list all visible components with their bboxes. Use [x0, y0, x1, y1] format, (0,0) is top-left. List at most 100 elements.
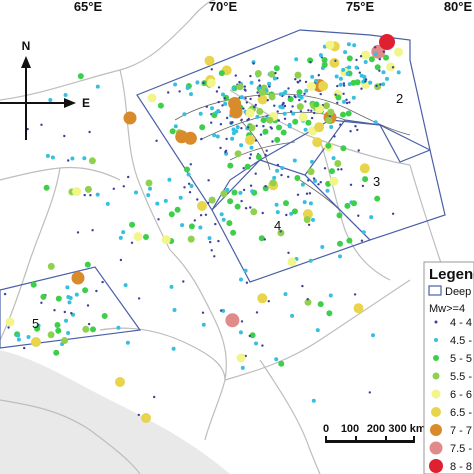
earthquake-point-96: [230, 136, 235, 141]
earthquake-point-425: [340, 168, 343, 171]
earthquake-point-569: [137, 413, 140, 417]
earthquake-point-314: [364, 80, 367, 83]
earthquake-point-480: [90, 326, 96, 333]
earthquake-point-406: [357, 149, 360, 152]
earthquake-point-546: [255, 311, 259, 314]
earthquake-point-486: [88, 157, 96, 165]
earthquake-point-214: [258, 88, 266, 96]
earthquake-point-398: [133, 232, 143, 242]
earthquake-point-297: [382, 50, 385, 53]
earthquake-point-493: [105, 201, 110, 206]
earthquake-point-322: [360, 87, 363, 90]
earthquake-point-196: [282, 102, 285, 105]
earthquake-point-320: [345, 98, 348, 102]
earthquake-point-508: [3, 292, 7, 296]
earthquake-point-553: [225, 313, 240, 328]
earthquake-point-90: [257, 94, 268, 105]
earthquake-point-466: [130, 241, 134, 244]
legend-class-label-2: 5 - 5: [450, 353, 472, 365]
earthquake-point-435: [329, 176, 339, 186]
earthquake-point-299: [334, 59, 337, 62]
earthquake-point-361: [168, 211, 175, 218]
earthquake-point-66: [178, 90, 181, 93]
earthquake-point-16: [157, 102, 164, 109]
earthquake-point-426: [337, 240, 343, 247]
earthquake-point-324: [304, 80, 308, 84]
earthquake-point-133: [225, 137, 228, 141]
earthquake-point-13: [256, 108, 264, 115]
earthquake-point-130: [258, 84, 262, 87]
earthquake-point-296: [361, 79, 366, 84]
earthquake-point-454: [239, 277, 243, 282]
earthquake-point-288: [350, 79, 357, 86]
earthquake-point-76: [210, 68, 213, 71]
earthquake-point-543: [315, 328, 320, 333]
earthquake-point-467: [127, 175, 130, 179]
earthquake-point-430: [300, 182, 305, 187]
earthquake-point-539: [70, 312, 73, 315]
earthquake-point-514: [47, 331, 55, 339]
earthquake-point-25: [354, 125, 357, 128]
earthquake-point-400: [317, 183, 320, 186]
earthquake-point-319: [362, 74, 367, 79]
earthquake-point-244: [234, 129, 239, 134]
earthquake-point-75: [304, 100, 307, 103]
earthquake-point-275: [314, 78, 319, 83]
earthquake-point-253: [242, 107, 245, 110]
earthquake-point-271: [294, 57, 299, 62]
earthquake-point-520: [86, 304, 90, 307]
earthquake-point-498: [199, 214, 203, 217]
earthquake-point-412: [374, 195, 381, 202]
earthquake-point-469: [91, 229, 94, 232]
earthquake-point-226: [294, 78, 297, 81]
legend-class-label-4: 6 - 6: [450, 389, 472, 401]
earthquake-point-50: [299, 110, 303, 113]
legend-symbol-4: [431, 389, 441, 399]
earthquake-point-67: [249, 80, 254, 85]
earthquake-point-566: [254, 341, 258, 346]
earthquake-point-336: [248, 157, 252, 160]
earthquake-point-572: [238, 330, 243, 335]
earthquake-point-218: [255, 154, 262, 160]
legend-symbol-5: [431, 407, 441, 417]
earthquake-point-56: [225, 116, 229, 120]
earthquake-point-33: [291, 105, 294, 108]
earthquake-point-462: [64, 318, 68, 323]
earthquake-point-422: [344, 202, 351, 209]
legend-symbol-2: [433, 355, 439, 361]
earthquake-points: [3, 34, 403, 423]
earthquake-point-432: [285, 213, 288, 217]
earthquake-point-544: [304, 298, 312, 306]
earthquake-point-408: [307, 168, 315, 176]
east-arrow-icon: [64, 98, 76, 108]
earthquake-point-228: [277, 119, 280, 122]
earthquake-point-601: [31, 337, 41, 347]
earthquake-point-523: [101, 280, 104, 284]
earthquake-point-168: [210, 121, 213, 124]
earthquake-point-378: [254, 172, 257, 175]
earthquake-point-484: [182, 280, 185, 283]
earthquake-point-580: [317, 301, 324, 308]
earthquake-point-460: [169, 284, 174, 289]
earthquake-point-443: [369, 215, 374, 220]
earthquake-point-173: [266, 99, 269, 102]
legend-class-label-3: 5.5 -: [450, 371, 472, 383]
earthquake-point-360: [242, 167, 245, 170]
earthquake-point-424: [346, 237, 353, 244]
earthquake-point-450: [308, 258, 313, 263]
legend-class-label-8: 8 - 8: [450, 461, 472, 473]
grid-labels: 65°E 70°E 75°E 80°E: [74, 0, 473, 14]
earthquake-point-507: [122, 185, 126, 188]
grid-label-75e: 75°E: [346, 0, 375, 14]
earthquake-point-557: [301, 284, 304, 288]
earthquake-point-149: [291, 111, 296, 116]
earthquake-point-264: [386, 62, 396, 72]
earthquake-point-464: [221, 217, 226, 222]
earthquake-point-160: [257, 94, 261, 98]
border-line-1: [0, 0, 216, 101]
earthquake-point-405: [302, 200, 307, 205]
earthquake-point-221: [274, 136, 281, 143]
earthquake-point-140: [189, 92, 193, 97]
earthquake-point-476: [74, 292, 79, 297]
